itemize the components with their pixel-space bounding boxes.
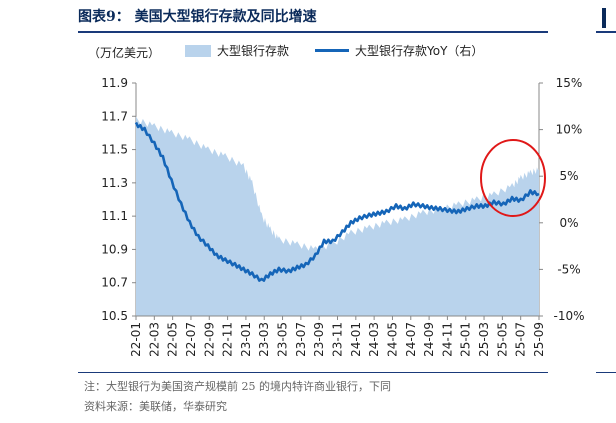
right-tick-label: 10% [556, 123, 583, 137]
x-tick-label: 25-09 [532, 322, 546, 357]
legend-label-line: 大型银行存款YoY（右） [355, 44, 484, 58]
adjacent-figure-edge [596, 6, 616, 33]
x-tick-label: 24-05 [385, 322, 399, 357]
x-tick-label: 24-01 [349, 322, 363, 357]
x-tick-label: 24-07 [404, 322, 418, 357]
yoy-line [134, 121, 540, 282]
x-tick-label: 25-01 [459, 322, 473, 357]
left-axis: 11.9 11.7 11.5 11.3 11.1 10.9 10.7 10.5 [101, 76, 137, 323]
legend-swatch-line [315, 49, 350, 52]
left-tick-label: 11.1 [101, 209, 128, 223]
adjacent-footer-rule [596, 372, 616, 373]
left-tick-label: 11.7 [101, 109, 128, 123]
x-tick-label: 23-05 [276, 322, 290, 357]
yoy-line-layer [134, 121, 540, 282]
x-axis: 22-01 22-03 22-05 22-07 22-09 22-11 23-01 23-03… [129, 315, 546, 357]
x-tick-label: 23-03 [257, 322, 271, 357]
right-tick-label: -5% [557, 262, 580, 276]
title-rule [78, 31, 548, 33]
highlight-ellipse [480, 139, 546, 217]
x-tick-label: 24-11 [440, 322, 454, 357]
legend-swatch-area [185, 44, 211, 57]
right-axis: 15% 10% 5% 0% -5% -10% [538, 76, 585, 323]
x-tick-label: 25-03 [477, 322, 491, 357]
adjacent-title-glyph [602, 8, 606, 28]
x-tick-label: 23-11 [331, 322, 345, 357]
footnote: 注：大型银行为美国资产规模前 25 的境内特许商业银行，下同 [84, 380, 391, 393]
deposit-area-layer [136, 116, 539, 317]
footer-rule [78, 372, 548, 373]
figure-title: 图表9： 美国大型银行存款及同比增速 [78, 9, 317, 25]
left-tick-label: 11.3 [101, 176, 128, 190]
left-tick-label: 10.7 [101, 276, 128, 290]
left-tick-label: 10.9 [101, 242, 128, 256]
legend-label-area: 大型银行存款 [217, 44, 290, 58]
x-tick-label: 23-07 [294, 322, 308, 357]
adjacent-title-rule [596, 31, 616, 33]
right-tick-label: -10% [553, 309, 584, 323]
x-tick-label: 22-09 [202, 322, 216, 357]
x-tick-label: 22-07 [184, 322, 198, 357]
left-tick-label: 10.5 [101, 309, 128, 323]
x-tick-label: 24-03 [367, 322, 381, 357]
chart-legend: 大型银行存款 大型银行存款YoY（右） [185, 42, 483, 59]
left-tick-label: 11.9 [101, 76, 128, 90]
x-tick-label: 25-07 [514, 322, 528, 357]
x-tick-label: 25-05 [495, 322, 509, 357]
x-tick-label: 22-01 [129, 322, 143, 357]
right-tick-label: 5% [559, 169, 578, 183]
right-tick-label: 0% [559, 216, 578, 230]
x-tick-label: 22-03 [147, 322, 161, 357]
x-tick-label: 23-09 [312, 322, 326, 357]
left-tick-label: 11.5 [101, 143, 128, 157]
right-tick-label: 15% [556, 76, 583, 90]
source-note: 资料来源：美联储，华泰研究 [84, 400, 227, 413]
x-tick-label: 22-11 [221, 322, 235, 357]
deposit-area [136, 116, 539, 317]
unit-label: （万亿美元） [88, 46, 161, 60]
x-tick-label: 24-09 [422, 322, 436, 357]
annotation-layer [480, 139, 546, 217]
x-tick-label: 22-05 [166, 322, 180, 357]
x-tick-label: 23-01 [239, 322, 253, 357]
